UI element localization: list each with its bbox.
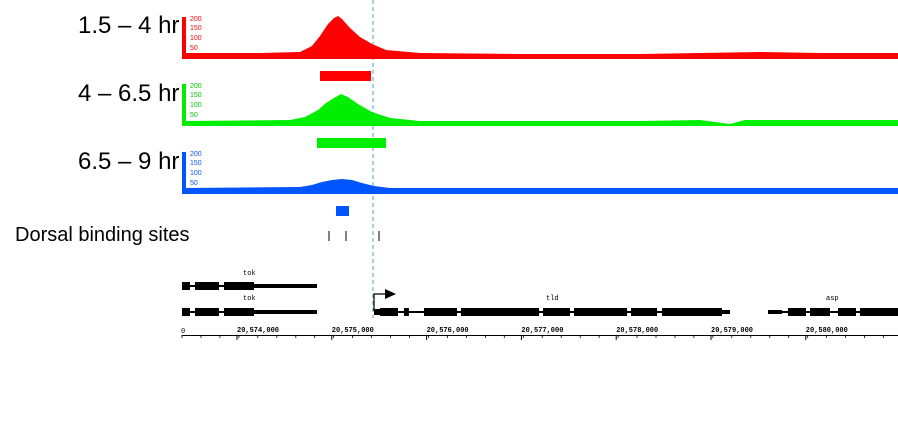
signal-track-3: 200 150 100 50	[182, 151, 898, 216]
exon	[195, 308, 219, 316]
signal-track-1: 200 150 100 50	[182, 16, 898, 81]
signal-track-2: 200 150 100 50	[182, 83, 898, 148]
exon	[788, 308, 806, 316]
exon	[195, 282, 219, 290]
utr	[722, 310, 730, 314]
gene-label-asp: asp	[826, 295, 839, 303]
gene-tld: tld	[373, 289, 730, 316]
ruler-tick-label: 20,580,000	[806, 327, 848, 335]
track-1-scale-bar	[182, 17, 186, 59]
exon	[838, 308, 856, 316]
binding-site-mark	[378, 231, 380, 241]
track-2-peak-call	[317, 138, 386, 148]
exon	[574, 308, 627, 316]
gene-label-tld: tld	[546, 295, 559, 303]
track-2-tick-50: 50	[190, 112, 198, 119]
exon	[631, 308, 657, 316]
utr	[768, 310, 782, 314]
ruler-tick-label: 20,575,000	[332, 327, 374, 335]
track-label-2: 4 – 6.5 hr	[78, 80, 180, 107]
track-1-signal	[186, 16, 898, 59]
ruler-tick-label: 20,579,000	[711, 327, 753, 335]
exon	[860, 308, 898, 316]
coordinate-ruler: 0 20,574,000 20,575,000 20,576,000 20,577,00…	[181, 327, 898, 340]
track-1-tick-100: 100	[190, 35, 202, 42]
exon	[182, 282, 190, 290]
track-3-tick-150: 150	[190, 160, 202, 167]
ruler-axis-line	[182, 335, 898, 336]
exon	[662, 308, 722, 316]
ruler-tick-label: 20,574,000	[237, 327, 279, 335]
track-2-signal	[186, 94, 898, 126]
binding-site-mark	[328, 231, 330, 241]
ruler-tick-label: 20,577,000	[521, 327, 563, 335]
gene-label-tok-1: tok	[243, 270, 256, 278]
track-1-tick-50: 50	[190, 45, 198, 52]
track-label-3: 6.5 – 9 hr	[78, 148, 180, 175]
gene-asp: asp	[768, 295, 898, 316]
utr	[254, 284, 317, 288]
track-3-peak-call	[336, 206, 349, 216]
track-1-tick-150: 150	[190, 25, 202, 32]
exon	[182, 308, 190, 316]
ruler-tick-label: 20,578,000	[616, 327, 658, 335]
track-1-tick-200: 200	[190, 16, 202, 23]
utr	[254, 310, 317, 314]
binding-sites-label: Dorsal binding sites	[15, 224, 190, 246]
exon	[461, 308, 539, 316]
exon	[224, 282, 254, 290]
track-3-tick-50: 50	[190, 180, 198, 187]
track-1-peak-call	[320, 71, 371, 81]
track-2-tick-200: 200	[190, 83, 202, 90]
utr	[374, 309, 380, 315]
exon	[380, 308, 398, 316]
track-label-1: 1.5 – 4 hr	[78, 12, 180, 39]
gene-tok-isoform-2: tok	[182, 295, 317, 316]
track-3-tick-200: 200	[190, 151, 202, 158]
exon	[224, 308, 254, 316]
track-2-tick-150: 150	[190, 92, 202, 99]
exon	[810, 308, 830, 316]
ruler-start-mark: 0	[181, 328, 185, 336]
binding-site-mark	[345, 231, 347, 241]
tss-arrow-icon	[385, 289, 396, 299]
intron-line	[768, 311, 898, 313]
exon	[404, 308, 409, 316]
track-2-scale-bar	[182, 84, 186, 126]
track-3-signal	[186, 179, 898, 194]
gene-tok-isoform-1: tok	[182, 270, 317, 290]
ruler-tick-label: 20,576,000	[427, 327, 469, 335]
track-3-scale-bar	[182, 152, 186, 194]
track-2-tick-100: 100	[190, 102, 202, 109]
tss-arrow-stem	[373, 293, 386, 311]
binding-sites-track	[328, 231, 380, 241]
exon	[424, 308, 457, 316]
gene-label-tok-2: tok	[243, 295, 256, 303]
exon	[543, 308, 570, 316]
track-3-tick-100: 100	[190, 170, 202, 177]
